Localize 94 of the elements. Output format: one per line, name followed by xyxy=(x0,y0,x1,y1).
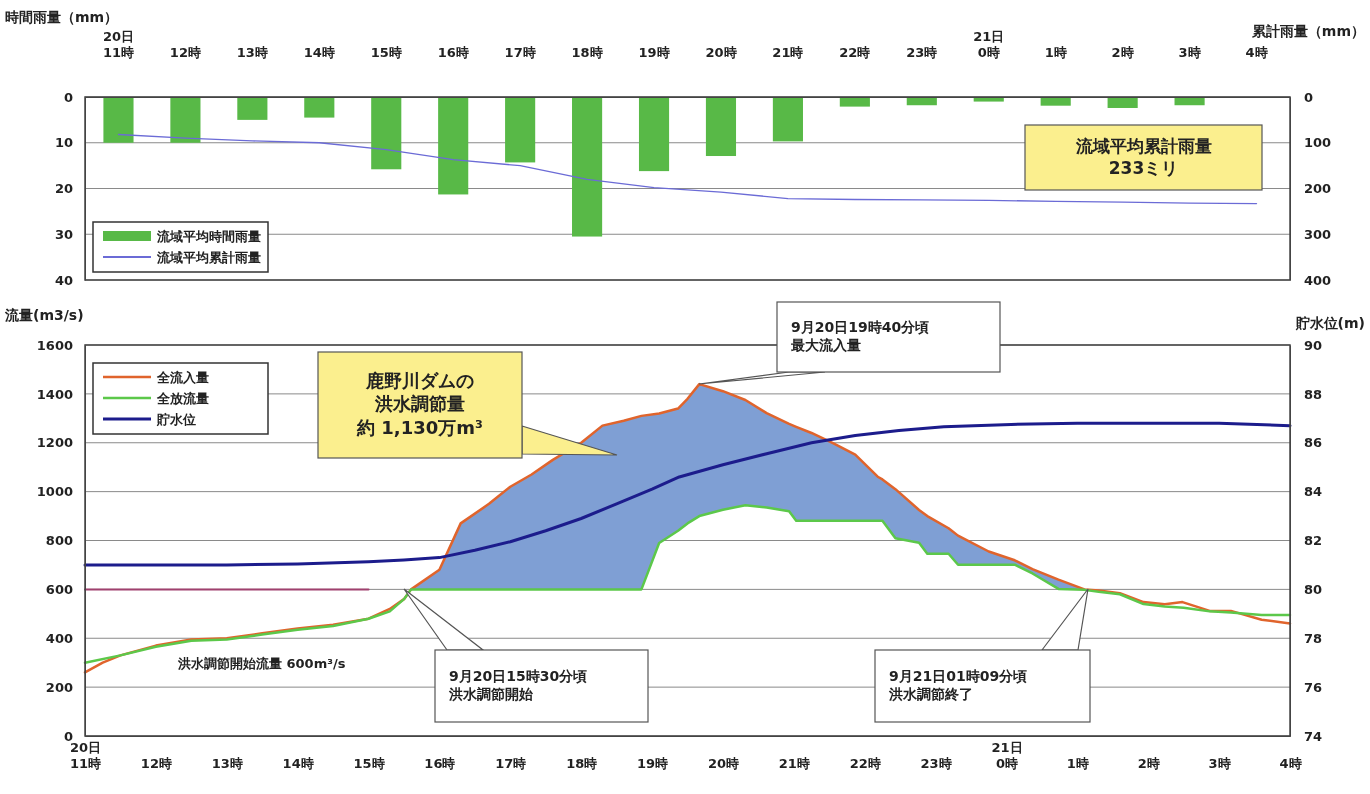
x-tick-label: 3時 xyxy=(1178,45,1201,60)
y2-tick-label: 86 xyxy=(1304,435,1323,451)
legend-label: 貯水位 xyxy=(156,412,196,427)
x-tick-label: 22時 xyxy=(839,45,871,60)
x-tick-label: 13時 xyxy=(211,756,243,771)
annotation: 9月21日01時09分頃洪水調節終了 xyxy=(888,668,1028,703)
annotation: 9月20日15時30分頃洪水調節開始 xyxy=(448,668,588,703)
bar xyxy=(638,97,670,172)
x-tick-label: 12時 xyxy=(169,45,201,60)
y2-tick-label: 76 xyxy=(1304,679,1323,695)
x-tick-label: 4時 xyxy=(1279,756,1302,771)
y2-tick-label: 200 xyxy=(1304,181,1332,197)
x-tick-label: 15時 xyxy=(353,756,385,771)
y-tick-label: 40 xyxy=(54,272,73,288)
x-tick-label: 13時 xyxy=(236,45,268,60)
y-tick-label: 30 xyxy=(54,226,73,242)
callout-box: 9月20日15時30分頃洪水調節開始 xyxy=(403,588,649,723)
y-tick-label: 1400 xyxy=(36,386,73,402)
bar xyxy=(438,97,469,195)
y2-axis-title: 累計雨量（mm） xyxy=(1250,23,1365,39)
annotation: 洪水調節開始流量 600m³/s xyxy=(177,656,346,671)
annotation: 9月20日19時40分頃最大流入量 xyxy=(790,319,930,354)
bar xyxy=(170,97,201,143)
y2-tick-label: 74 xyxy=(1304,728,1323,744)
bar xyxy=(371,97,402,170)
x-tick-label: 1時 xyxy=(1066,756,1089,771)
x-tick-label: 17時 xyxy=(504,45,536,60)
y-tick-label: 10 xyxy=(54,135,73,151)
y-axis-title: 時間雨量（mm） xyxy=(5,9,119,25)
bar xyxy=(237,97,268,120)
x-tick-label: 16時 xyxy=(437,45,469,60)
bar xyxy=(772,97,803,142)
x-tick-label: 19時 xyxy=(638,45,670,60)
x-tick-label: 23時 xyxy=(906,45,938,60)
y-tick-label: 200 xyxy=(45,679,73,695)
x-tick-label: 19時 xyxy=(637,756,669,771)
y2-tick-label: 78 xyxy=(1304,630,1323,646)
bar xyxy=(304,97,335,118)
x-tick-label: 20時 xyxy=(707,756,739,771)
x-tick-label: 1時 xyxy=(1044,45,1067,60)
line-series xyxy=(117,133,1258,205)
x-tick-label: 14時 xyxy=(303,45,335,60)
legend-label: 流域平均時間雨量 xyxy=(156,229,261,244)
y-tick-label: 800 xyxy=(45,533,73,549)
annotation: 流域平均累計雨量233ミリ xyxy=(1074,135,1212,178)
y2-tick-label: 100 xyxy=(1304,135,1332,151)
x-tick-label: 21時 xyxy=(772,45,804,60)
y-tick-label: 1600 xyxy=(36,337,73,353)
annotation: 鹿野川ダムの洪水調節量約 1,130万m³ xyxy=(356,370,483,438)
legend-label: 全放流量 xyxy=(156,391,209,406)
legend-label: 全流入量 xyxy=(156,370,209,385)
x-tick-label: 3時 xyxy=(1208,756,1231,771)
x-tick-label: 22時 xyxy=(849,756,881,771)
y2-tick-label: 0 xyxy=(1304,89,1314,105)
legend-label: 流域平均累計雨量 xyxy=(156,250,261,265)
y2-tick-label: 84 xyxy=(1304,484,1323,500)
x-tick-label: 20日 11時 xyxy=(102,29,135,60)
bar xyxy=(572,97,603,237)
x-tick-label: 21時 xyxy=(778,756,810,771)
x-tick-label: 12時 xyxy=(140,756,172,771)
y-tick-label: 1200 xyxy=(36,435,73,451)
bar xyxy=(505,97,536,163)
x-tick-label: 23時 xyxy=(920,756,952,771)
y-tick-label: 600 xyxy=(45,582,73,598)
bar xyxy=(1107,97,1138,108)
bar xyxy=(839,97,870,107)
x-tick-label: 18時 xyxy=(571,45,603,60)
bar xyxy=(1040,97,1071,106)
x-tick-label: 2時 xyxy=(1137,756,1160,771)
y2-tick-label: 88 xyxy=(1304,386,1323,402)
x-tick-label: 20時 xyxy=(705,45,737,60)
y2-tick-label: 300 xyxy=(1304,226,1332,242)
x-tick-label: 15時 xyxy=(370,45,402,60)
x-tick-label: 14時 xyxy=(282,756,314,771)
x-tick-label: 21日 0時 xyxy=(973,29,1005,60)
x-tick-label: 4時 xyxy=(1245,45,1268,60)
x-tick-label: 16時 xyxy=(424,756,456,771)
x-tick-label: 2時 xyxy=(1111,45,1134,60)
y-tick-label: 1000 xyxy=(36,484,73,500)
y2-tick-label: 400 xyxy=(1304,272,1332,288)
x-tick-label: 17時 xyxy=(495,756,527,771)
y-tick-label: 0 xyxy=(63,89,73,105)
y2-tick-label: 82 xyxy=(1304,533,1323,549)
bar xyxy=(103,97,134,143)
note-box: 流域平均累計雨量233ミリ xyxy=(1024,124,1263,191)
y2-axis-title: 貯水位(m) xyxy=(1294,315,1365,331)
y-axis-title: 流量(m3/s) xyxy=(4,307,84,323)
x-tick-label: 18時 xyxy=(566,756,598,771)
x-tick-label: 21日 0時 xyxy=(991,740,1023,771)
y-tick-label: 20 xyxy=(54,181,73,197)
y-tick-label: 400 xyxy=(45,630,73,646)
y2-tick-label: 80 xyxy=(1304,582,1323,598)
y2-tick-label: 90 xyxy=(1304,337,1323,353)
bar xyxy=(705,97,737,157)
